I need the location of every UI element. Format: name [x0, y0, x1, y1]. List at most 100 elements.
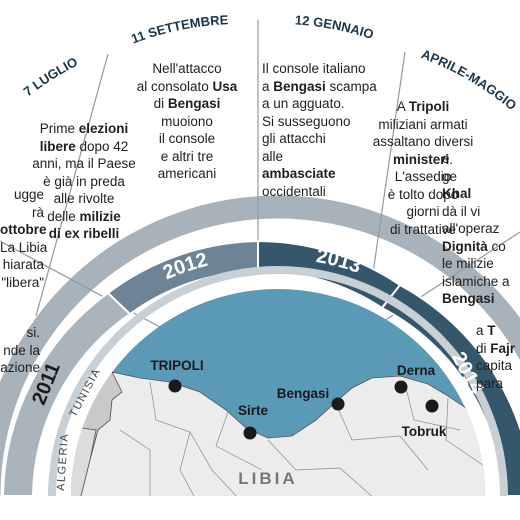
event-text-run: gli attacchi — [262, 131, 326, 146]
event-text-run: alle rivolte — [53, 191, 115, 206]
event-line: Khal — [442, 185, 520, 203]
event-text-run: miliziani armati — [378, 116, 468, 132]
date-ring — [0, 194, 520, 497]
event-line: Bengasi — [442, 290, 520, 308]
event-text-run: Il console italiano — [262, 61, 366, 76]
event-line: A Tripoli — [348, 98, 498, 116]
event-text-run: dà il vi — [442, 203, 481, 219]
event-text-run: L'assedio — [394, 169, 452, 184]
event-text-bold: elezioni — [78, 121, 129, 136]
event-line: L'assedio — [348, 168, 498, 186]
event-line: Nell'attacco — [122, 60, 252, 78]
event-line: a T — [476, 322, 520, 340]
event-text-run: ge — [442, 168, 458, 184]
event-text-run: occidentali — [262, 183, 326, 199]
event-line: al consolato Usa — [122, 78, 252, 96]
event-text-run: rà — [31, 204, 44, 220]
event-text-run: si. — [26, 325, 41, 340]
event-line: anni, ma il Paese — [4, 155, 164, 173]
event-line: rà — [0, 204, 44, 222]
event-line: Il console italiano — [262, 60, 392, 78]
event-text-partial-left-top: ugge rà ottobre La Libia hiarata "libera" — [0, 186, 47, 291]
event-text-run: A — [396, 99, 409, 114]
event-line: nde la — [0, 342, 40, 360]
event-text-run: le milizie — [442, 256, 494, 271]
event-text-run: a un agguato. — [262, 96, 345, 111]
event-text-bold: Fajr — [490, 340, 516, 356]
event-text-run: muoiono — [161, 113, 213, 129]
event-line: Dignità co — [442, 238, 520, 256]
event-text-bold: milizie — [79, 208, 121, 224]
event-text-run: a — [262, 78, 274, 94]
city-label-derna: Derna — [397, 363, 436, 378]
event-line: e — [442, 150, 520, 168]
event-line: americani — [122, 165, 252, 183]
event-text-run: hiarata — [2, 257, 44, 272]
event-text-run: anni, ma il Paese — [32, 156, 136, 171]
libya-land — [79, 371, 485, 496]
event-line: è già in preda — [4, 173, 164, 191]
event-line: e altri tre — [122, 148, 252, 166]
event-line: ge — [442, 168, 520, 186]
event-line: miliziani armati — [348, 116, 498, 134]
event-text-run: scampa — [325, 78, 377, 94]
event-line: di trattative — [348, 221, 498, 239]
city-dot-tripoli — [168, 379, 182, 393]
event-line: libere dopo 42 — [4, 138, 164, 156]
event-text-bold: Bengasi — [167, 96, 221, 111]
event-text-bold: Khal — [442, 186, 472, 201]
event-line: gli attacchi — [262, 130, 392, 148]
city-dot-bengasi — [331, 397, 345, 411]
event-text-run: delle — [47, 208, 80, 224]
date-label-1: 7 LUGLIO — [21, 54, 80, 99]
event-text-bold: ambasciate — [262, 166, 336, 181]
event-line: a un agguato. — [262, 95, 392, 113]
event-text-run: assaltano diversi — [372, 134, 474, 149]
event-line: ottobre — [0, 221, 47, 239]
event-text-12-gennaio: Il console italiano a Bengasi scampa a un … — [262, 60, 392, 200]
date-label-3: 12 GENNAIO — [294, 12, 375, 42]
city-label-tobruk: Tobruk — [402, 424, 447, 439]
city-label-bengasi: Bengasi — [277, 386, 330, 401]
event-text-run: è tolto dopo — [387, 186, 459, 202]
event-text-bold: Bengasi — [442, 291, 495, 306]
event-line: La Libia — [0, 239, 47, 257]
event-line: ambasciate — [262, 165, 392, 183]
event-text-run: e altri tre — [160, 148, 214, 164]
event-line: para — [476, 375, 520, 393]
event-text-bold: libere — [39, 138, 76, 154]
event-line: di Bengasi — [122, 95, 252, 113]
event-line: di ex ribelli — [4, 225, 164, 243]
event-text-partial-left-bottom: si. nde la azione — [0, 324, 40, 377]
country-label-libia: LIBIA — [238, 469, 297, 488]
event-text-run: al consolato — [136, 78, 213, 94]
event-text-run: all'operaz — [442, 221, 500, 236]
event-text-run: dopo 42 — [75, 138, 129, 154]
event-text-run: azione — [0, 360, 40, 375]
event-line: occidentali — [262, 183, 392, 201]
country-label-algeria: ALGERIA — [55, 432, 71, 491]
event-line: all'operaz — [442, 220, 520, 238]
event-line: alle rivolte — [4, 190, 164, 208]
event-line: di Fajr — [476, 340, 520, 358]
event-line: giorni — [348, 203, 498, 221]
event-line: azione — [0, 359, 40, 377]
event-text-11-settembre: Nell'attacco al consolato Usa di Bengasi mu… — [122, 60, 252, 183]
event-line: si. — [0, 324, 41, 342]
event-text-run: "libera" — [1, 274, 44, 290]
event-text-bold: Bengasi — [273, 78, 326, 94]
date-label-2: 11 SETTEMBRE — [129, 12, 229, 46]
event-line: dà il vi — [442, 203, 520, 221]
event-line: Si susseguono — [262, 113, 392, 131]
event-line: delle milizie — [4, 208, 164, 226]
event-text-bold: ottobre — [0, 222, 47, 237]
city-label-tripoli: TRIPOLI — [150, 358, 203, 373]
event-line: è tolto dopo — [348, 186, 498, 204]
event-text-run: e — [442, 151, 450, 166]
event-text-run: a — [476, 323, 488, 338]
event-text-7-luglio: Prime elezioni libere dopo 42 anni, ma il … — [4, 120, 164, 243]
event-text-run: di — [153, 96, 168, 111]
event-text-bold: ministeri — [392, 151, 450, 167]
